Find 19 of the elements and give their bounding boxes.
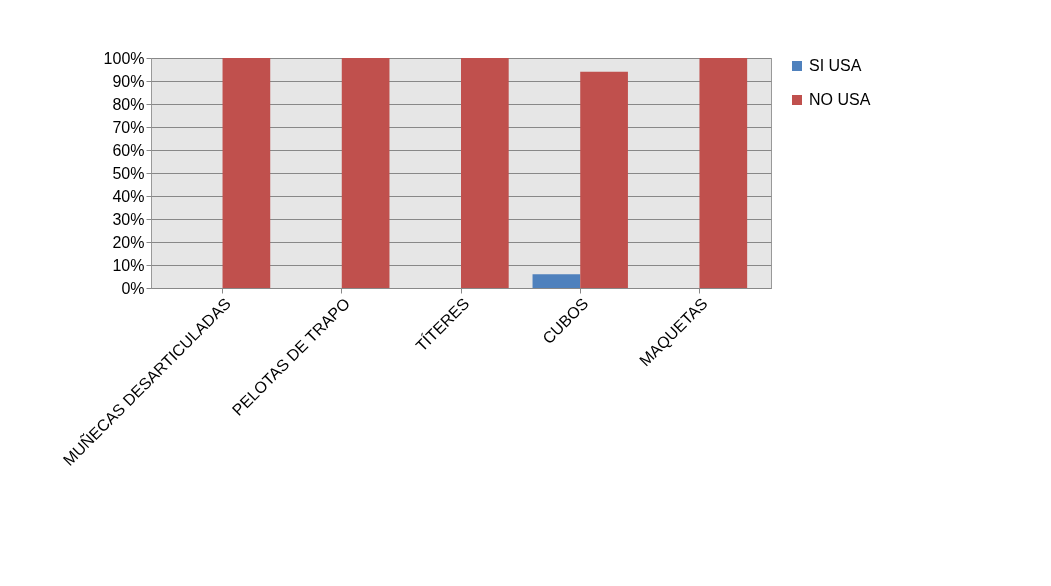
y-tick-label: 60% — [112, 141, 145, 159]
legend-label: NO USA — [809, 91, 871, 108]
y-tick-label: 0% — [121, 279, 145, 297]
bar — [699, 58, 748, 288]
legend-label: SI USA — [809, 57, 862, 74]
y-tick-label: 20% — [112, 233, 145, 251]
bar — [222, 58, 271, 288]
y-tick-label: 50% — [112, 164, 145, 182]
bar — [461, 58, 509, 288]
bar — [532, 274, 581, 288]
y-tick-label: 80% — [112, 95, 145, 113]
y-tick-label: 70% — [112, 118, 145, 136]
y-tick-label: 30% — [112, 210, 145, 228]
bar — [580, 71, 628, 288]
y-tick-label: 10% — [112, 256, 145, 274]
bar — [341, 58, 390, 288]
y-tick-label: 90% — [112, 72, 145, 90]
y-tick-label: 40% — [112, 187, 145, 205]
y-tick-label: 100% — [103, 49, 145, 67]
